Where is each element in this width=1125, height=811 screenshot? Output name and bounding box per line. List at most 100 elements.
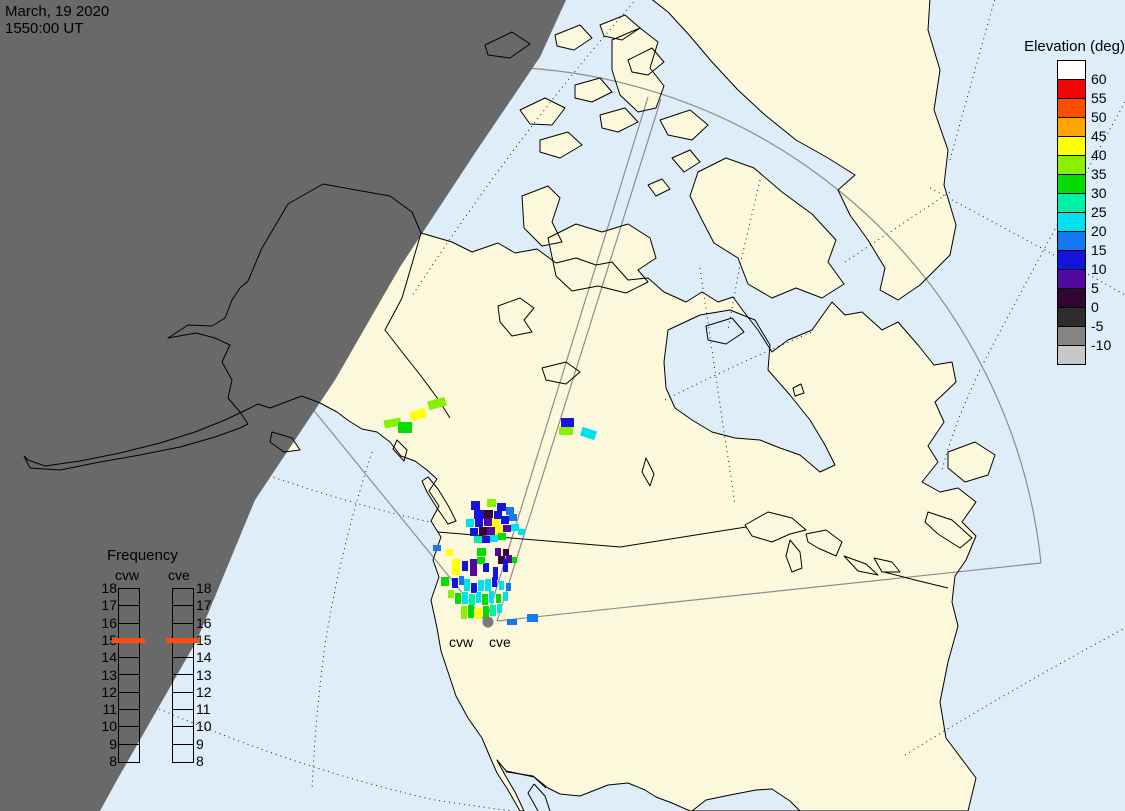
frequency-tick-label: 18 (101, 580, 117, 596)
frequency-cell (119, 658, 139, 676)
fov-range-arc (441, 66, 1042, 564)
echo-cell (462, 592, 468, 604)
fov-cve-right-edge (496, 562, 1042, 622)
echo-cell (383, 417, 402, 429)
frequency-tick-label: 13 (101, 666, 117, 683)
frequency-cell (173, 658, 193, 676)
colorbar-tick-label: 35 (1091, 166, 1107, 182)
frequency-cell (173, 693, 193, 711)
echo-cell (468, 605, 474, 618)
echo-cell (470, 559, 477, 576)
echo-cell (501, 516, 509, 524)
frequency-cell (173, 675, 193, 693)
frequency-cell (119, 641, 139, 659)
frequency-bar-cve (172, 588, 194, 763)
frequency-cell (173, 745, 193, 761)
echo-cell (482, 536, 490, 543)
echo-cell (487, 527, 495, 535)
colorbar-swatch (1058, 137, 1085, 156)
echo-cell (490, 605, 496, 616)
us-mexico-border (505, 770, 547, 789)
echo-cell (512, 557, 517, 563)
echo-cell (477, 548, 486, 556)
frequency-tick-label: 9 (196, 735, 204, 752)
colorbar-tick-label: 15 (1091, 242, 1107, 258)
colorbar-swatch (1058, 194, 1085, 213)
frequency-tick-label: 8 (196, 753, 204, 769)
radar-label-cvw: cvw (449, 634, 474, 650)
echo-cell (503, 559, 508, 572)
echo-cell (462, 561, 468, 571)
colorbar-swatch (1058, 270, 1085, 289)
frequency-cell (173, 641, 193, 659)
echo-cell (559, 427, 573, 435)
echo-cell (475, 608, 482, 619)
echo-cell (527, 614, 538, 622)
echo-cell (474, 536, 482, 543)
frequency-tick-label: 15 (196, 631, 212, 648)
echo-cell (497, 503, 506, 511)
echo-cell (494, 511, 502, 519)
echo-cell (484, 510, 493, 518)
time-text: 1550:00 UT (5, 20, 84, 37)
frequency-tick-label: 9 (109, 735, 117, 752)
echo-cell (448, 590, 454, 598)
frequency-title: Frequency (107, 547, 178, 564)
colorbar-swatch (1058, 251, 1085, 270)
frequency-tick-label: 17 (196, 597, 212, 614)
echo-cell (452, 559, 460, 575)
frequency-tick-label: 14 (101, 649, 117, 666)
colorbar-tick-label: 30 (1091, 185, 1107, 201)
echo-cell (433, 545, 441, 551)
frequency-tick-label: 8 (109, 753, 117, 769)
fov-cvw-right-edge (485, 96, 649, 623)
frequency-cell (173, 710, 193, 728)
echo-cell (495, 548, 501, 556)
echo-cell (484, 518, 492, 526)
echo-cell (506, 583, 511, 591)
colorbar-tick-label: 60 (1091, 71, 1107, 87)
colorbar-title: Elevation (deg) (1024, 38, 1125, 55)
echo-cell (490, 535, 498, 542)
echo-cell (579, 426, 598, 441)
echo-cell (492, 577, 497, 587)
echo-cell (479, 527, 487, 535)
frequency-cell (119, 710, 139, 728)
echo-cell (487, 499, 496, 507)
echo-cell (493, 567, 498, 580)
echo-cell (503, 592, 508, 601)
frequency-tick-label: 18 (196, 580, 212, 596)
frequency-cell (119, 606, 139, 624)
echo-cell (474, 510, 484, 519)
radar-site-dot (482, 616, 494, 628)
echo-cell (498, 556, 505, 564)
timestamp: March, 19 2020 1550:00 UT (5, 3, 109, 37)
echo-cell (452, 578, 458, 588)
colorbar-tick-label: -10 (1091, 337, 1112, 353)
elevation-colorbar: Elevation (deg) 60 55 50 45 40 35 30 25 20 15 10 5 0… (1005, 38, 1125, 378)
frequency-tick-label: 10 (196, 718, 212, 735)
frequency-cell (173, 606, 193, 624)
colorbar-tick-label: 25 (1091, 204, 1107, 220)
frequency-tick-label: 12 (101, 683, 117, 700)
colorbar-swatch (1058, 232, 1085, 251)
frequency-cell (119, 727, 139, 745)
echo-cell (495, 527, 503, 535)
echo-cell (503, 549, 509, 556)
echo-cell (470, 528, 478, 536)
colorbar-tick-label: 0 (1091, 299, 1099, 315)
colorbar-tick-label: 20 (1091, 223, 1107, 239)
echo-cell (482, 594, 488, 605)
echo-cell (476, 592, 481, 603)
colorbar-tick-label: 55 (1091, 90, 1107, 106)
echo-cell (507, 619, 517, 625)
frequency-cell (173, 589, 193, 607)
echo-cell (497, 604, 502, 613)
echo-cell (483, 563, 489, 572)
date-text: March, 19 2020 (5, 3, 110, 20)
frequency-tick-label: 16 (101, 614, 117, 631)
frequency-tick-label: 11 (196, 701, 211, 718)
echo-cell (455, 593, 461, 604)
echo-cell (503, 525, 511, 532)
